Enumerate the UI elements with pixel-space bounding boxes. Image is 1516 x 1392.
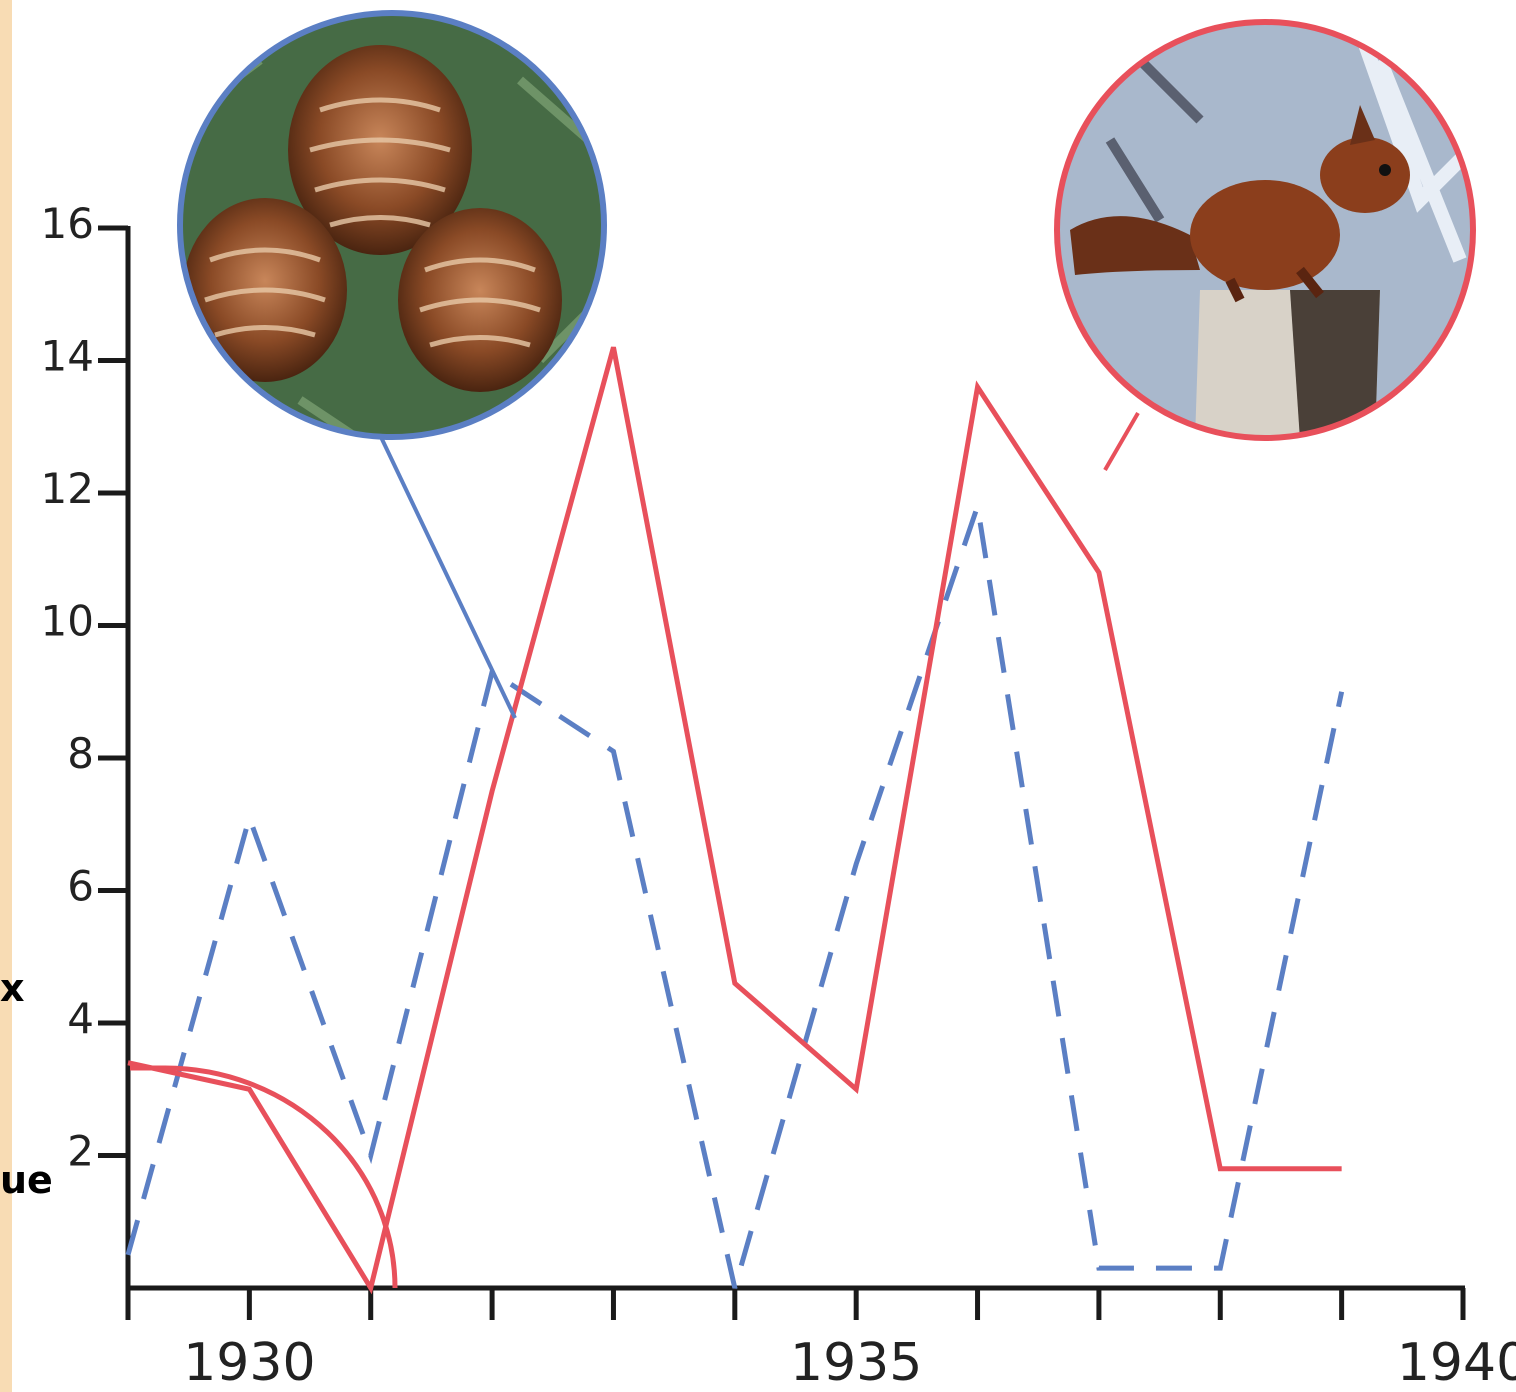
x-tick-label: 1940 bbox=[1397, 1333, 1516, 1392]
y-tick-label: 4 bbox=[67, 994, 94, 1043]
y-tick-label: 16 bbox=[41, 199, 94, 248]
x-tick-label: 1935 bbox=[790, 1333, 922, 1392]
side-label-bottom: ue bbox=[0, 1158, 53, 1202]
x-tick-label: 1930 bbox=[183, 1333, 315, 1392]
y-tick-label: 6 bbox=[67, 862, 94, 911]
side-label-top: x bbox=[0, 966, 25, 1010]
chart-series bbox=[125, 346, 1345, 1295]
y-tick-label: 12 bbox=[41, 464, 94, 513]
y-tick-label: 2 bbox=[67, 1127, 94, 1176]
series-line-2 bbox=[127, 346, 1342, 1295]
red-squirrel-photo bbox=[1054, 19, 1476, 441]
squirrel-callout-line bbox=[1103, 411, 1140, 472]
series-line-1 bbox=[125, 505, 1345, 1289]
pine-cone-photo bbox=[177, 10, 607, 440]
y-tick-label: 8 bbox=[67, 729, 94, 778]
y-tick-label: 10 bbox=[41, 597, 94, 646]
y-tick-label: 14 bbox=[41, 332, 94, 381]
decorative-arc bbox=[130, 1065, 398, 1289]
left-color-strip bbox=[0, 0, 12, 1392]
chart-ticks: 2 4 6 8 10 12 14 16 1930 1935 1940 bbox=[41, 199, 1516, 1392]
cones-callout-line bbox=[378, 434, 517, 719]
